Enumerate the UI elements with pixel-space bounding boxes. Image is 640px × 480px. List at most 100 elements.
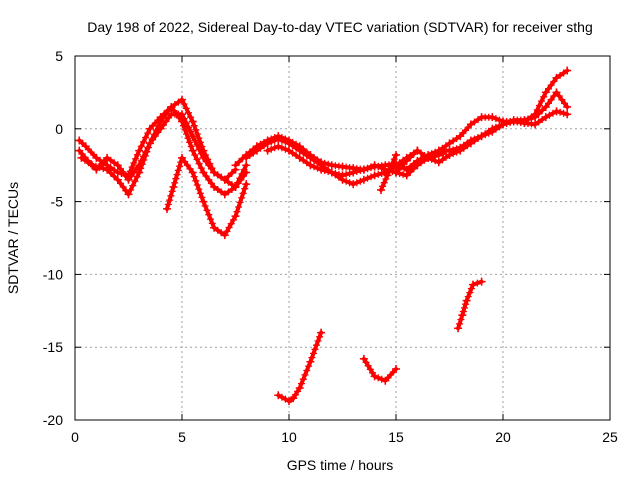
data-point [274, 134, 283, 143]
data-point [563, 102, 572, 111]
data-point [456, 132, 465, 141]
data-point [156, 117, 165, 126]
series-arc-14 [454, 277, 486, 333]
data-point [456, 146, 465, 155]
data-point [188, 117, 197, 126]
data-point [370, 372, 379, 381]
data-point [445, 151, 454, 160]
data-point [285, 139, 293, 148]
data-point [327, 161, 336, 170]
data-point [488, 127, 497, 136]
data-point [306, 357, 315, 366]
x-tick-label: 15 [388, 429, 404, 445]
chart-title: Day 198 of 2022, Sidereal Day-to-day VTE… [87, 19, 593, 35]
series-arc-15 [396, 149, 448, 174]
data-point [306, 161, 315, 170]
data-point [552, 88, 561, 97]
y-tick-label: -15 [43, 339, 63, 355]
data-point [454, 324, 463, 333]
data-point [402, 153, 411, 162]
data-point [242, 180, 251, 189]
data-point [295, 383, 304, 392]
data-point [541, 113, 550, 122]
data-point [338, 175, 347, 184]
data-point [113, 175, 122, 184]
series-arc-4 [163, 153, 251, 240]
y-tick-labels: 5 0 -5 -10 -15 -20 [43, 48, 63, 428]
data-point [509, 117, 518, 126]
data-point [199, 197, 208, 206]
data-point [477, 113, 486, 122]
data-point [220, 175, 229, 184]
grid-lines [75, 56, 610, 420]
data-point [231, 161, 240, 170]
data-point [75, 146, 84, 155]
data-point [285, 146, 293, 155]
data-point [377, 185, 386, 194]
data-point [466, 139, 475, 148]
data-point [552, 107, 561, 116]
data-point [75, 136, 84, 145]
data-point [477, 132, 486, 141]
data-point [263, 139, 272, 148]
data-point [135, 146, 144, 155]
data-point [169, 183, 178, 192]
data-point [381, 376, 390, 385]
data-point [178, 153, 186, 162]
data-point [434, 158, 443, 167]
data-point [199, 153, 208, 162]
data-point [124, 175, 133, 184]
data-point [327, 168, 336, 177]
data-point [392, 168, 400, 177]
data-point [488, 113, 497, 122]
data-point [563, 66, 572, 75]
data-point [135, 168, 144, 177]
data-point [210, 168, 219, 177]
data-point [359, 175, 368, 184]
data-point [210, 223, 219, 232]
data-point [220, 231, 229, 240]
data-point [413, 159, 422, 168]
data-point [520, 118, 529, 127]
data-point [77, 153, 86, 162]
data-point [392, 365, 400, 374]
data-point [263, 146, 272, 155]
data-point [242, 153, 251, 162]
data-point [178, 117, 186, 126]
data-point [92, 153, 101, 162]
data-point [145, 124, 154, 133]
data-point [383, 171, 392, 180]
data-point [404, 165, 413, 174]
data-point [274, 142, 283, 151]
data-point [295, 146, 304, 155]
data-point [199, 168, 208, 177]
data-point [178, 95, 186, 104]
series-arc-12 [274, 328, 326, 406]
data-point [252, 146, 261, 155]
axis-ticks [74, 55, 611, 421]
data-point [421, 153, 430, 162]
data-point [413, 146, 422, 155]
data-point [242, 168, 251, 177]
data-point [167, 102, 176, 111]
data-point [317, 165, 326, 174]
data-point [359, 354, 368, 363]
data-point [445, 139, 454, 148]
x-tick-label: 20 [495, 429, 511, 445]
x-tick-label: 0 [71, 429, 79, 445]
data-point [306, 153, 315, 162]
data-point [124, 190, 133, 199]
data-point [103, 165, 112, 174]
data-point [145, 139, 154, 148]
data-point [359, 165, 368, 174]
data-point [541, 88, 550, 97]
data-point [163, 204, 172, 213]
data-point [462, 296, 471, 305]
data-point [103, 153, 112, 162]
data-point [499, 117, 507, 126]
data-point [188, 146, 197, 155]
data-point [349, 180, 358, 189]
data-point [392, 151, 400, 160]
